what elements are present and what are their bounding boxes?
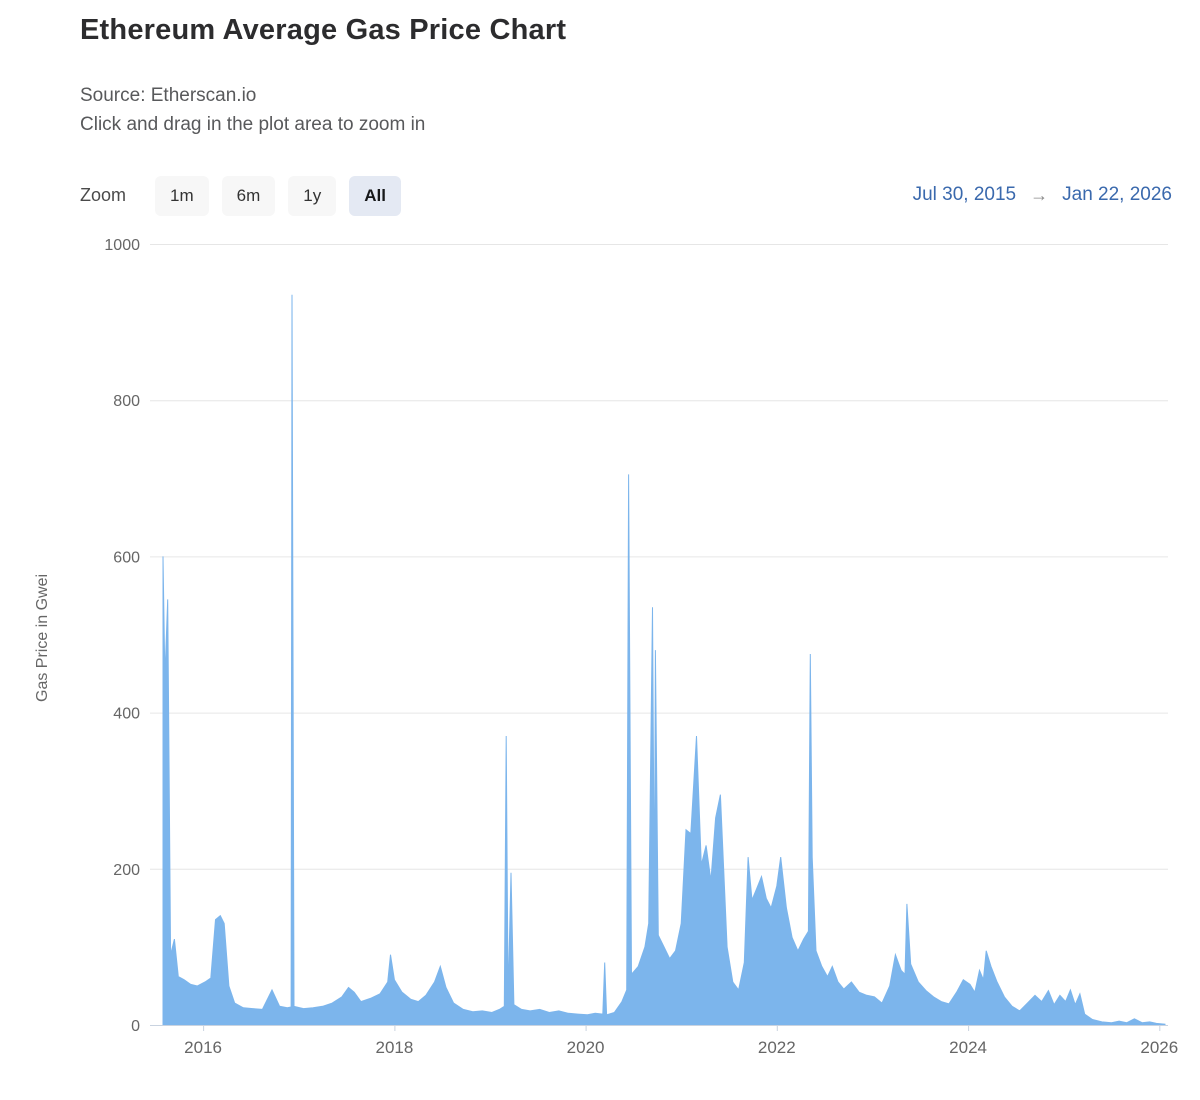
plot-area[interactable]: 0 200 400 600 800 1000 2016 2018 2020 2022 2024 202… — [0, 230, 1200, 1100]
y-tick-label: 400 — [113, 706, 140, 723]
y-tick-label: 800 — [113, 393, 140, 410]
range-from-date[interactable]: Jul 30, 2015 — [912, 184, 1017, 205]
zoom-button-6m[interactable]: 6m — [221, 176, 276, 216]
zoom-button-1y[interactable]: 1y — [288, 176, 337, 216]
range-to-date[interactable]: Jan 22, 2026 — [1062, 184, 1172, 205]
x-tick-label: 2024 — [949, 1038, 987, 1057]
x-tick-label: 2018 — [375, 1038, 413, 1057]
y-tick-label: 1000 — [104, 237, 140, 254]
y-tick-label: 0 — [131, 1018, 140, 1035]
y-tick-label: 600 — [113, 549, 140, 566]
x-tick-label: 2020 — [567, 1038, 605, 1057]
date-range: Jul 30, 2015 → Jan 22, 2026 — [913, 184, 1172, 206]
zoom-button-group: 1m 6m 1y All — [155, 176, 401, 216]
arrow-right-icon: → — [1030, 184, 1049, 205]
y-tick-label: 200 — [113, 862, 140, 879]
gas-price-series — [162, 294, 1166, 1026]
zoom-label: Zoom — [80, 185, 127, 205]
chart-source: Source: Etherscan.io — [80, 85, 257, 106]
zoom-button-1m[interactable]: 1m — [155, 176, 209, 216]
page-title: Ethereum Average Gas Price Chart — [80, 14, 567, 46]
zoom-button-all[interactable]: All — [349, 176, 401, 216]
x-tick-label: 2022 — [758, 1038, 796, 1057]
x-tick-label: 2026 — [1140, 1038, 1178, 1057]
zoom-hint: Click and drag in the plot area to zoom … — [80, 114, 426, 135]
x-tick-label: 2016 — [184, 1038, 222, 1057]
